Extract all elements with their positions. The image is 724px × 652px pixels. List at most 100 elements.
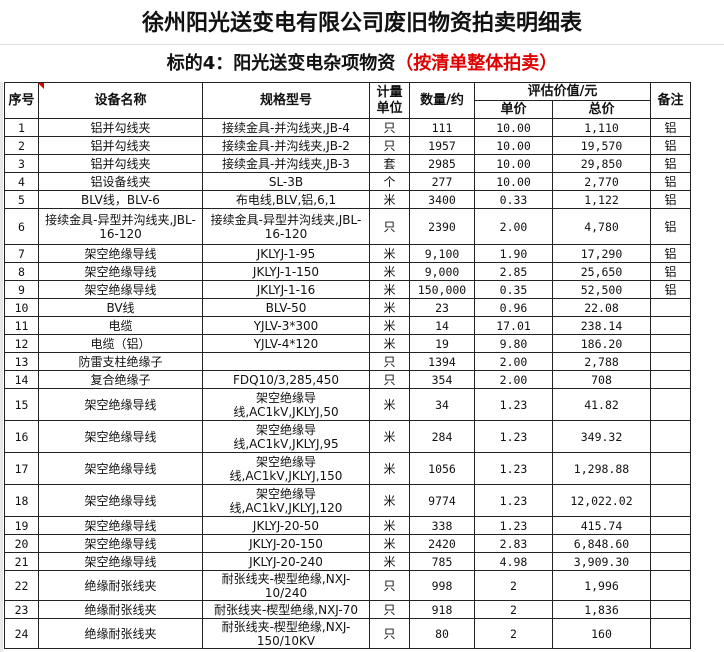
cell-total[interactable]: 186.20 xyxy=(552,334,651,353)
cell-seq[interactable]: 7 xyxy=(4,244,39,263)
cell-unit-price[interactable]: 10.00 xyxy=(474,136,553,155)
header-total[interactable]: 总价 xyxy=(552,100,651,119)
cell-note[interactable]: 铝 xyxy=(650,262,691,281)
cell-total[interactable]: 17,290 xyxy=(552,244,651,263)
cell-name[interactable]: 架空绝缘导线 xyxy=(38,262,203,281)
header-name[interactable]: 设备名称 xyxy=(38,82,203,119)
cell-name[interactable]: 铝并勾线夹 xyxy=(38,154,203,173)
cell-seq[interactable]: 23 xyxy=(4,600,39,619)
cell-spec[interactable]: 架空绝缘导线,AC1kV,JKLYJ,50 xyxy=(202,388,370,421)
cell-qty[interactable]: 14 xyxy=(409,316,475,335)
cell-note[interactable] xyxy=(650,388,691,421)
cell-unit[interactable]: 米 xyxy=(369,244,410,263)
cell-note[interactable] xyxy=(650,552,691,571)
cell-total[interactable]: 415.74 xyxy=(552,516,651,535)
cell-unit[interactable]: 米 xyxy=(369,420,410,453)
cell-unit-price[interactable]: 0.33 xyxy=(474,190,553,209)
cell-unit[interactable]: 米 xyxy=(369,552,410,571)
cell-seq[interactable]: 22 xyxy=(4,570,39,601)
cell-total[interactable]: 3,909.30 xyxy=(552,552,651,571)
cell-seq[interactable]: 17 xyxy=(4,452,39,485)
cell-note[interactable] xyxy=(650,484,691,517)
cell-unit-price[interactable]: 17.01 xyxy=(474,316,553,335)
header-unit[interactable]: 计量单位 xyxy=(369,82,410,119)
cell-unit-price[interactable]: 1.90 xyxy=(474,244,553,263)
cell-spec[interactable]: 接续金具-并沟线夹,JB-4 xyxy=(202,118,370,137)
cell-total[interactable]: 1,996 xyxy=(552,570,651,601)
cell-unit[interactable]: 米 xyxy=(369,534,410,553)
cell-total[interactable]: 1,298.88 xyxy=(552,452,651,485)
cell-spec[interactable]: JKLYJ-20-150 xyxy=(202,534,370,553)
cell-note[interactable] xyxy=(650,600,691,619)
cell-note[interactable]: 铝 xyxy=(650,190,691,209)
cell-unit-price[interactable]: 2.00 xyxy=(474,208,553,245)
cell-seq[interactable]: 20 xyxy=(4,534,39,553)
cell-seq[interactable]: 11 xyxy=(4,316,39,335)
cell-name[interactable]: 架空绝缘导线 xyxy=(38,552,203,571)
cell-spec[interactable]: JKLYJ-1-150 xyxy=(202,262,370,281)
cell-name[interactable]: 架空绝缘导线 xyxy=(38,244,203,263)
cell-unit-price[interactable]: 1.23 xyxy=(474,388,553,421)
cell-total[interactable]: 238.14 xyxy=(552,316,651,335)
cell-name[interactable]: 架空绝缘导线 xyxy=(38,484,203,517)
cell-unit[interactable]: 米 xyxy=(369,262,410,281)
cell-unit[interactable]: 只 xyxy=(369,600,410,619)
cell-spec[interactable]: 耐张线夹-楔型绝缘,NXJ-150/10KV xyxy=(202,618,370,649)
cell-unit-price[interactable]: 2.83 xyxy=(474,534,553,553)
header-note[interactable]: 备注 xyxy=(650,82,691,119)
cell-total[interactable]: 22.08 xyxy=(552,298,651,317)
cell-unit-price[interactable]: 2 xyxy=(474,600,553,619)
cell-spec[interactable]: JKLYJ-1-16 xyxy=(202,280,370,299)
cell-qty[interactable]: 150,000 xyxy=(409,280,475,299)
cell-name[interactable]: BLV线，BLV-6 xyxy=(38,190,203,209)
cell-qty[interactable]: 354 xyxy=(409,370,475,389)
cell-qty[interactable]: 918 xyxy=(409,600,475,619)
cell-seq[interactable]: 6 xyxy=(4,208,39,245)
cell-note[interactable] xyxy=(650,534,691,553)
cell-unit[interactable]: 只 xyxy=(369,208,410,245)
cell-name[interactable]: 铝设备线夹 xyxy=(38,172,203,191)
cell-note[interactable]: 铝 xyxy=(650,244,691,263)
cell-name[interactable]: BV线 xyxy=(38,298,203,317)
cell-seq[interactable]: 18 xyxy=(4,484,39,517)
cell-qty[interactable]: 338 xyxy=(409,516,475,535)
cell-unit[interactable]: 米 xyxy=(369,190,410,209)
cell-qty[interactable]: 277 xyxy=(409,172,475,191)
cell-note[interactable]: 铝 xyxy=(650,208,691,245)
cell-total[interactable]: 2,770 xyxy=(552,172,651,191)
cell-name[interactable]: 绝缘耐张线夹 xyxy=(38,600,203,619)
cell-note[interactable]: 铝 xyxy=(650,154,691,173)
cell-name[interactable]: 复合绝缘子 xyxy=(38,370,203,389)
cell-note[interactable]: 铝 xyxy=(650,118,691,137)
cell-seq[interactable]: 16 xyxy=(4,420,39,453)
cell-qty[interactable]: 2390 xyxy=(409,208,475,245)
header-seq[interactable]: 序号 xyxy=(4,82,39,119)
cell-total[interactable]: 2,788 xyxy=(552,352,651,371)
cell-unit[interactable]: 个 xyxy=(369,172,410,191)
cell-qty[interactable]: 2420 xyxy=(409,534,475,553)
cell-unit[interactable]: 米 xyxy=(369,334,410,353)
cell-name[interactable]: 架空绝缘导线 xyxy=(38,420,203,453)
cell-unit-price[interactable]: 1.23 xyxy=(474,452,553,485)
cell-qty[interactable]: 284 xyxy=(409,420,475,453)
cell-qty[interactable]: 2985 xyxy=(409,154,475,173)
cell-unit-price[interactable]: 1.23 xyxy=(474,484,553,517)
cell-unit[interactable]: 只 xyxy=(369,370,410,389)
cell-spec[interactable] xyxy=(202,352,370,371)
cell-unit-price[interactable]: 1.23 xyxy=(474,516,553,535)
cell-name[interactable]: 绝缘耐张线夹 xyxy=(38,618,203,649)
cell-unit[interactable]: 米 xyxy=(369,298,410,317)
cell-seq[interactable]: 13 xyxy=(4,352,39,371)
cell-unit-price[interactable]: 2.00 xyxy=(474,370,553,389)
cell-spec[interactable]: 耐张线夹-楔型绝缘,NXJ-70 xyxy=(202,600,370,619)
cell-qty[interactable]: 34 xyxy=(409,388,475,421)
cell-total[interactable]: 4,780 xyxy=(552,208,651,245)
cell-spec[interactable]: JKLYJ-20-240 xyxy=(202,552,370,571)
cell-name[interactable]: 架空绝缘导线 xyxy=(38,534,203,553)
cell-unit-price[interactable]: 10.00 xyxy=(474,172,553,191)
cell-unit-price[interactable]: 2.85 xyxy=(474,262,553,281)
cell-name[interactable]: 接续金具-异型并沟线夹,JBL-16-120 xyxy=(38,208,203,245)
cell-total[interactable]: 1,836 xyxy=(552,600,651,619)
cell-spec[interactable]: FDQ10/3,285,450 xyxy=(202,370,370,389)
cell-spec[interactable]: 耐张线夹-楔型绝缘,NXJ-10/240 xyxy=(202,570,370,601)
